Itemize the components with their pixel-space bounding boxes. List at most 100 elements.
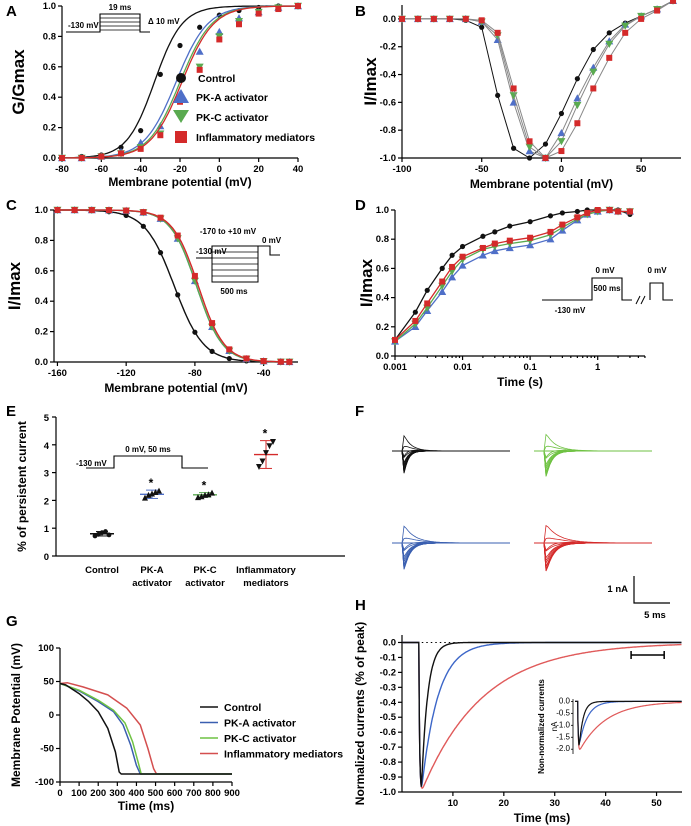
e-data-point	[209, 489, 215, 496]
h-inset-y-tick-label: -1.5	[556, 732, 570, 741]
b-data-point	[606, 54, 613, 61]
h-inset: 0.0 -0.5 -1.0 -1.5 -2.0 Non-normalized curren…	[537, 679, 682, 774]
panel-letter-c: C	[6, 197, 17, 214]
b-series-line	[402, 0, 674, 159]
e-category-label: mediators	[243, 578, 288, 589]
a-legend-label: PK-A activator	[196, 92, 268, 104]
d-data-point	[412, 309, 418, 315]
f-trace-pkc	[540, 445, 650, 452]
a-data-point	[118, 144, 124, 150]
g-y-tick-label: -100	[35, 777, 54, 788]
b-data-point	[510, 85, 517, 92]
g-x-tick-label: 0	[57, 788, 62, 799]
g-y-tick-label: 0	[49, 710, 54, 721]
e-data-point	[256, 464, 262, 471]
c-y-tick-label: 0.8	[35, 235, 48, 246]
d-y-tick-label: 1.0	[376, 205, 389, 216]
g-y-tick-label: 100	[38, 643, 54, 654]
g-legend-label: PK-A activator	[224, 718, 296, 730]
a-data-point	[236, 21, 242, 28]
g-x-tick-label: 400	[129, 788, 145, 799]
a-data-point	[78, 155, 85, 161]
d-data-point	[392, 336, 398, 343]
a-y-tick-label: 0.2	[43, 123, 56, 134]
h-x-tick-label: 30	[549, 798, 560, 809]
d-series-line	[394, 209, 630, 342]
c-x-tick-label: -120	[117, 368, 136, 379]
panel-letter-a: A	[6, 3, 17, 20]
h-y-tick-label: 0.0	[383, 637, 396, 648]
d-protocol-p1: 0 mV	[595, 266, 615, 275]
a-data-point	[197, 24, 203, 30]
d-data-point	[559, 221, 566, 228]
h-inset-trace	[575, 700, 682, 744]
d-data-point	[424, 287, 430, 293]
a-legend-marker-pkc	[173, 110, 189, 123]
d-x-axis-label: Time (s)	[497, 375, 543, 389]
b-data-point	[605, 40, 614, 48]
g-legend-label: Control	[224, 702, 261, 714]
d-data-point	[584, 209, 591, 216]
d-data-point	[527, 234, 534, 241]
b-data-point	[542, 141, 549, 147]
d-protocol-test	[649, 282, 673, 301]
h-scale-bracket	[630, 651, 665, 659]
e-data-point	[270, 439, 276, 446]
a-data-point	[177, 42, 183, 49]
e-y-tick-label: 4	[44, 441, 50, 452]
c-fit-line	[57, 209, 292, 363]
g-x-tick-label: 900	[224, 788, 240, 799]
d-data-point	[439, 278, 446, 285]
e-data-point	[205, 491, 212, 498]
f-scale-current: 1 nA	[607, 584, 628, 595]
h-x-tick-label: 50	[651, 798, 662, 809]
a-x-tick-label: 40	[293, 164, 304, 175]
e-category-label: activator	[132, 578, 172, 589]
a-legend-label: PK-C activator	[196, 112, 268, 124]
d-x-tick-label: 0.001	[383, 362, 407, 373]
d-protocol-inset: 0 mV 500 ms 0 mV -130 mV	[542, 266, 673, 315]
c-y-axis-label: I/Imax	[5, 261, 24, 310]
a-protocol-increment: Δ 10 mV	[148, 17, 180, 26]
c-data-point	[88, 207, 95, 214]
c-protocol-range: -170 to +10 mV	[200, 227, 257, 236]
panel-letter-b: B	[355, 3, 366, 20]
c-y-tick-label: 0.0	[35, 357, 48, 368]
e-protocol-hold: -130 mV	[76, 459, 107, 468]
h-y-tick-label: -0.5	[380, 712, 397, 723]
h-x-tick-label: 10	[448, 798, 459, 809]
g-series-line	[59, 682, 232, 775]
a-x-tick-label: -60	[94, 164, 108, 175]
c-data-point	[226, 355, 232, 362]
g-series-line	[59, 682, 232, 775]
c-protocol-trace	[196, 245, 280, 259]
a-data-point	[157, 132, 164, 139]
b-data-point	[446, 15, 453, 22]
a-data-point	[196, 66, 203, 73]
f-trace-pkc	[540, 433, 650, 452]
e-protocol-step: 0 mV, 50 ms	[125, 445, 171, 454]
d-data-point	[424, 300, 431, 307]
b-data-point	[622, 29, 629, 36]
f-trace-control	[398, 450, 508, 471]
d-y-tick-label: 0.0	[376, 351, 389, 362]
d-data-point	[615, 208, 622, 215]
d-data-point	[448, 273, 457, 281]
f-trace-control	[398, 450, 508, 470]
b-series-line	[402, 0, 674, 159]
panel-a-chart: -80 -60 -40 -20 0 20 40 0.0 0.2 0.4 0.6 0.8 1.0 Membr…	[9, 1, 315, 189]
e-data-point	[259, 458, 266, 465]
a-x-tick-label: 0	[217, 164, 222, 175]
g-x-tick-label: 200	[90, 788, 106, 799]
c-protocol-inset: -170 to +10 mV -130 mV 0 mV 500 ms	[196, 227, 282, 296]
d-data-point	[594, 207, 601, 213]
b-data-point	[654, 7, 661, 14]
h-x-tick-label: 40	[600, 798, 611, 809]
a-data-point	[195, 47, 204, 55]
d-data-point	[547, 213, 554, 219]
h-y-tick-label: -0.6	[380, 727, 396, 738]
c-data-point	[191, 272, 198, 279]
panel-b-chart: -100 -50 0 50 0.0 -0.2 -0.4 -0.6 -0.8 -1.0 Membran…	[361, 0, 681, 191]
b-data-point	[526, 138, 533, 145]
